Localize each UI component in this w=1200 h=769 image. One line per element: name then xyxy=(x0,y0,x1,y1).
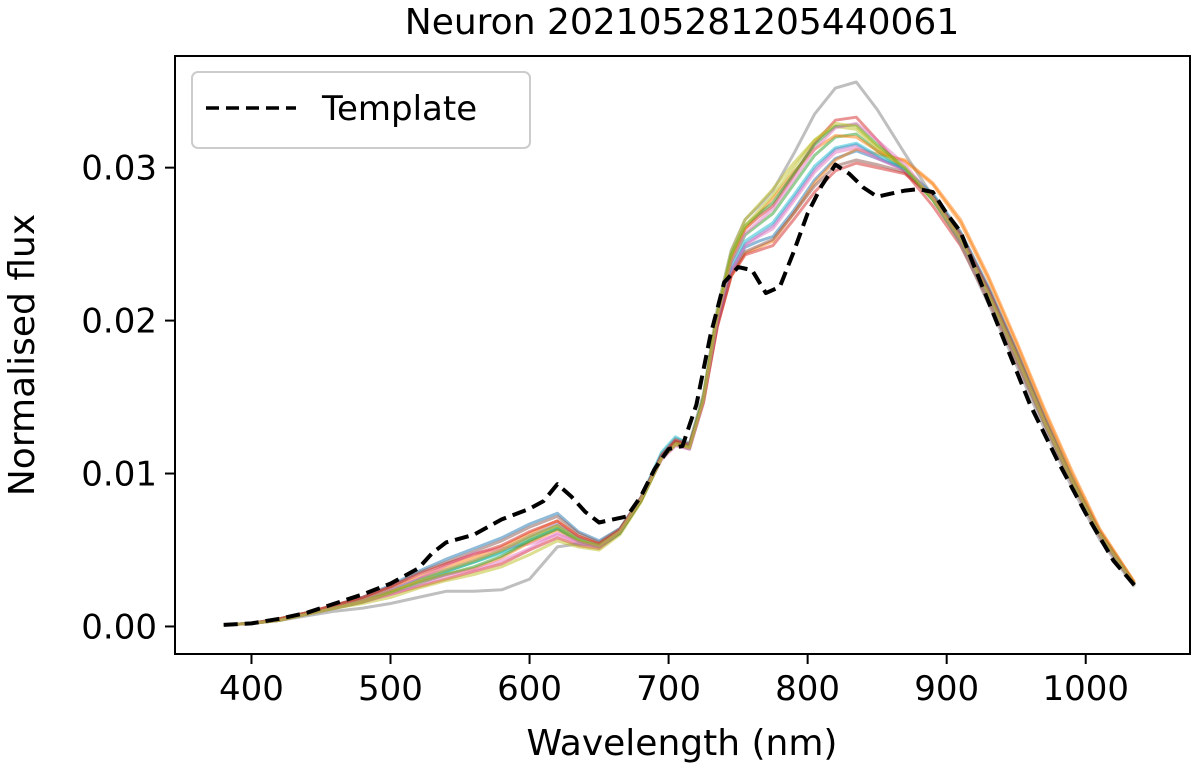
series-line-14 xyxy=(223,121,1136,627)
legend-box xyxy=(191,71,531,149)
series-line-9 xyxy=(223,124,1136,627)
y-tick-label: 0.03 xyxy=(81,149,157,189)
series-line-5 xyxy=(223,143,1136,627)
legend-template-label: Template xyxy=(321,89,477,129)
x-tick-label: 500 xyxy=(358,669,423,709)
series-line-1 xyxy=(223,149,1136,627)
legend: Template xyxy=(191,71,531,149)
series-line-4 xyxy=(223,115,1136,627)
chart-title: Neuron 202105281205440061 xyxy=(405,2,959,43)
series-line-11 xyxy=(223,134,1136,627)
x-tick-label: 900 xyxy=(914,669,979,709)
template-line xyxy=(223,162,1136,627)
series-line-6 xyxy=(223,158,1136,627)
plot-frame xyxy=(174,55,1191,655)
series-line-3 xyxy=(223,132,1136,627)
template-layer xyxy=(223,162,1136,627)
series-line-2 xyxy=(223,147,1136,627)
x-tick-label: 600 xyxy=(497,669,562,709)
x-tick-label: 700 xyxy=(636,669,701,709)
y-axis: 0.00 0.01 0.02 0.03 xyxy=(81,149,175,647)
x-tick-label: 400 xyxy=(219,669,284,709)
series-line-13 xyxy=(223,123,1136,627)
series-line-7 xyxy=(223,146,1136,627)
y-tick-label: 0.00 xyxy=(81,607,157,647)
x-axis-label: Wavelength (nm) xyxy=(527,723,838,764)
series-layer xyxy=(223,80,1136,627)
y-tick-label: 0.02 xyxy=(81,302,157,342)
x-axis: 400 500 600 700 800 900 1000 xyxy=(219,654,1129,709)
series-line-8 xyxy=(223,80,1136,627)
series-line-15 xyxy=(223,121,1136,627)
x-tick-label: 1000 xyxy=(1042,669,1129,709)
x-tick-label: 800 xyxy=(775,669,840,709)
series-line-12 xyxy=(223,161,1136,627)
y-tick-label: 0.01 xyxy=(81,455,157,495)
y-axis-label: Normalised flux xyxy=(2,214,43,496)
series-line-10 xyxy=(223,141,1136,627)
